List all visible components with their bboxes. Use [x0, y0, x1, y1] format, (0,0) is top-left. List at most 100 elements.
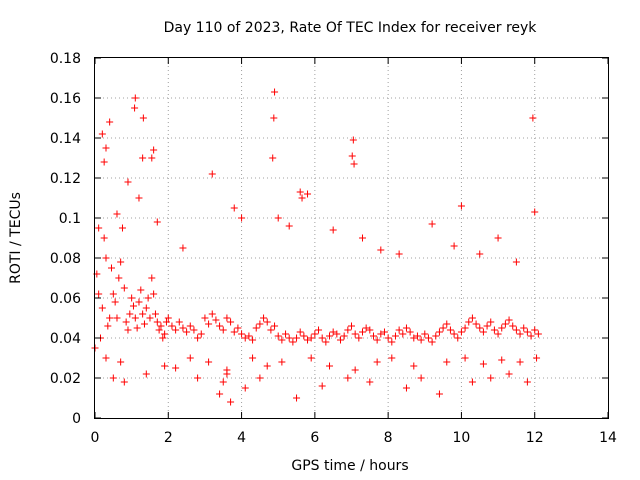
data-point	[380, 328, 388, 336]
data-point	[267, 326, 275, 334]
x-tick-label: 4	[237, 430, 246, 446]
data-point	[227, 398, 235, 406]
data-point	[153, 218, 161, 226]
data-point	[95, 290, 103, 298]
data-point	[377, 330, 385, 338]
data-point	[256, 374, 264, 382]
data-point	[373, 336, 381, 344]
data-point	[285, 222, 293, 230]
data-point	[216, 322, 224, 330]
data-point	[501, 320, 509, 328]
data-point	[476, 250, 484, 258]
data-point	[520, 324, 528, 332]
data-point	[120, 378, 128, 386]
data-point	[373, 358, 381, 366]
data-point	[172, 364, 180, 372]
data-point	[293, 334, 301, 342]
data-point	[139, 154, 147, 162]
data-point	[395, 326, 403, 334]
data-point	[349, 136, 357, 144]
data-point	[106, 314, 114, 322]
data-point	[179, 244, 187, 252]
data-point	[144, 294, 152, 302]
data-point	[348, 152, 356, 160]
data-point	[300, 332, 308, 340]
data-point	[249, 354, 257, 362]
data-point	[115, 274, 123, 282]
data-point	[351, 330, 359, 338]
data-point	[523, 328, 531, 336]
data-point	[533, 354, 541, 362]
y-axis-label: ROTI / TECUs	[8, 192, 24, 284]
data-point	[135, 194, 143, 202]
data-point	[483, 322, 491, 330]
data-point	[238, 214, 246, 222]
data-point	[109, 290, 117, 298]
data-point	[205, 320, 213, 328]
y-tick-label: 0.18	[50, 51, 81, 67]
data-point	[270, 114, 278, 122]
data-point	[271, 88, 279, 96]
data-point	[241, 334, 249, 342]
data-point	[162, 318, 170, 326]
data-point	[150, 290, 158, 298]
x-tick-label: 10	[453, 430, 471, 446]
x-tick-label: 8	[384, 430, 393, 446]
data-point	[194, 374, 202, 382]
data-point	[315, 326, 323, 334]
data-point	[126, 310, 134, 318]
data-point	[410, 362, 418, 370]
data-point	[256, 320, 264, 328]
data-point	[296, 328, 304, 336]
data-point	[106, 118, 114, 126]
data-point	[205, 358, 213, 366]
data-point	[487, 318, 495, 326]
data-point	[358, 234, 366, 242]
data-point	[107, 264, 115, 272]
data-point	[516, 330, 524, 338]
data-point	[263, 318, 271, 326]
data-point	[124, 326, 132, 334]
data-point	[366, 378, 374, 386]
data-point	[348, 322, 355, 330]
data-point	[531, 326, 539, 334]
data-point	[529, 114, 537, 122]
data-point	[98, 130, 106, 138]
data-point	[219, 326, 227, 334]
data-point	[289, 338, 297, 346]
data-point	[421, 330, 429, 338]
data-point	[457, 202, 465, 210]
data-point	[120, 284, 128, 292]
data-point	[454, 334, 462, 342]
data-point	[161, 362, 169, 370]
data-point	[391, 332, 399, 340]
data-point	[388, 354, 396, 362]
data-point	[285, 334, 293, 342]
data-point	[230, 328, 238, 336]
data-point	[194, 334, 202, 342]
data-point	[238, 330, 246, 338]
data-point	[102, 144, 110, 152]
data-point	[443, 320, 451, 328]
data-point	[230, 204, 238, 212]
data-point	[271, 322, 279, 330]
data-point	[263, 362, 271, 370]
data-point	[490, 326, 498, 334]
data-point	[140, 320, 148, 328]
data-point	[139, 114, 147, 122]
data-point	[461, 354, 469, 362]
data-point	[131, 314, 139, 322]
data-point	[344, 326, 352, 334]
data-point	[234, 324, 242, 332]
data-point	[98, 304, 106, 312]
data-point	[498, 324, 506, 332]
chart-title: Day 110 of 2023, Rate Of TEC Index for r…	[164, 20, 538, 36]
data-point	[133, 324, 141, 332]
data-point	[278, 358, 286, 366]
data-point	[104, 322, 112, 330]
x-axis-label: GPS time / hours	[291, 458, 408, 474]
data-point	[498, 356, 506, 364]
data-point	[479, 360, 487, 368]
y-tick-label: 0.16	[50, 91, 81, 107]
